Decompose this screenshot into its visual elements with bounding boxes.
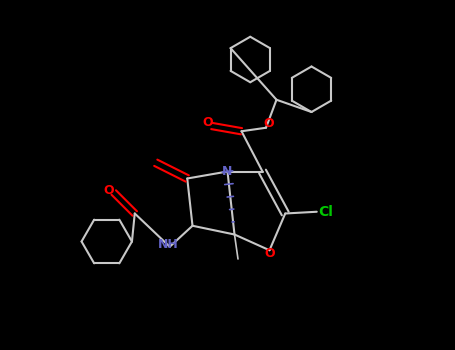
Text: O: O: [202, 116, 213, 129]
Text: O: O: [263, 117, 274, 130]
Text: O: O: [103, 184, 114, 197]
Text: Cl: Cl: [318, 205, 333, 219]
Text: NH: NH: [158, 238, 179, 252]
Text: N: N: [222, 165, 233, 178]
Text: O: O: [264, 247, 275, 260]
